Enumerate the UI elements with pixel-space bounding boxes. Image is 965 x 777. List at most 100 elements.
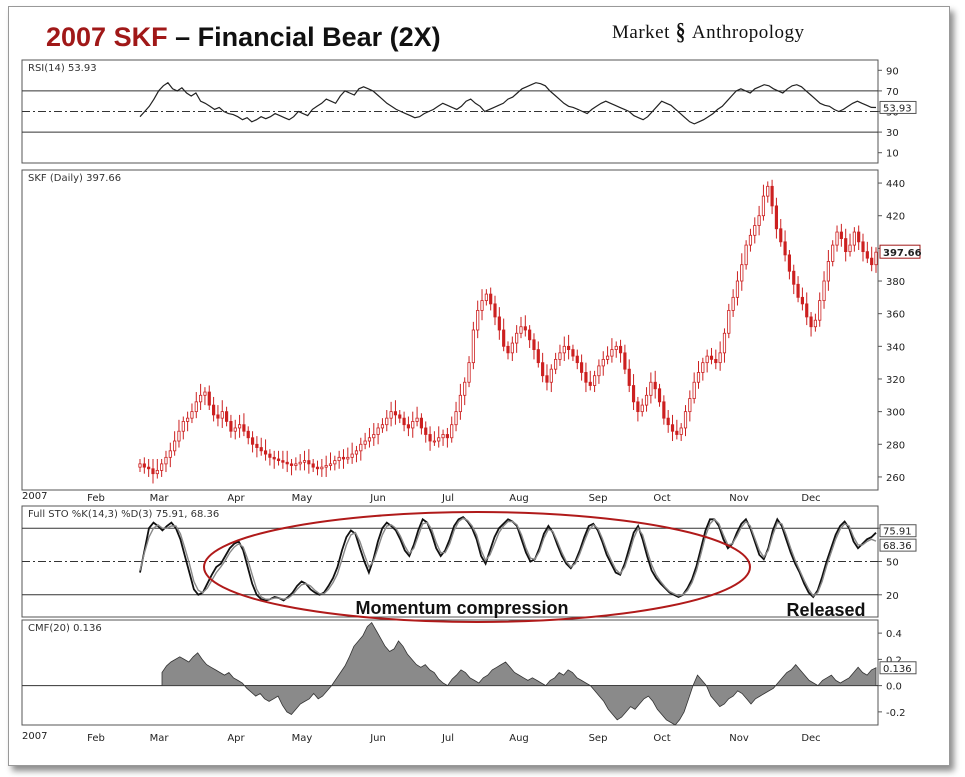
x-month-label: Jun [369, 733, 386, 744]
x-month-label: Sep [589, 733, 608, 744]
price-last-value-box [879, 244, 921, 259]
y-tick-label: 0.2 [886, 655, 902, 666]
candle-body [389, 411, 393, 419]
candle-body [787, 254, 791, 272]
candle-body [644, 394, 649, 406]
candle-body [467, 362, 471, 383]
dna-icon: § [675, 18, 686, 46]
momentum-ellipse [203, 511, 751, 623]
candle-body [593, 375, 597, 386]
x-month-label: Dec [801, 733, 820, 744]
y-tick-label: 280 [886, 440, 905, 451]
candle-body [437, 437, 441, 442]
x-start-label: 2007 [22, 731, 47, 742]
candle-body [757, 215, 761, 226]
candle-body [653, 381, 657, 390]
x-month-label: Oct [653, 493, 670, 504]
x-month-label: May [292, 493, 313, 504]
sto-line-d [139, 517, 877, 600]
candle-body [385, 417, 389, 426]
candle-body [761, 195, 766, 217]
candle-body [415, 417, 419, 422]
candle-body [302, 460, 307, 463]
candle-body [623, 352, 627, 370]
candle-body [580, 362, 584, 373]
candle-body [709, 355, 714, 360]
candle-body [268, 453, 272, 458]
candle-body [367, 437, 372, 442]
x-month-label: Feb [87, 733, 105, 744]
candle-body [541, 362, 545, 377]
candle-body [774, 205, 779, 230]
candle-body [549, 368, 553, 383]
y-tick-label: 440 [886, 179, 905, 190]
candle-body [376, 427, 380, 435]
title-rest: – Financial Bear (2X) [167, 22, 441, 52]
sto-last-value-box [879, 538, 917, 552]
candle-body [441, 434, 445, 439]
candle-body [341, 456, 346, 460]
candle-body [627, 368, 631, 386]
y-tick-label: 0.0 [886, 682, 902, 693]
y-tick-label: 90 [886, 66, 899, 77]
candle-body [523, 326, 527, 331]
x-month-label: Aug [509, 733, 529, 744]
rsi-last-value: 53.93 [883, 103, 912, 114]
candle-body [696, 372, 701, 383]
panel-3-border [21, 619, 879, 726]
candle-body [402, 417, 406, 426]
y-tick-label: 260 [886, 473, 905, 484]
x-month-label: May [292, 733, 313, 744]
sto-line-k [139, 516, 877, 602]
candle-body [411, 421, 415, 429]
candle-body [328, 463, 333, 466]
candle-body [471, 329, 475, 364]
cmf-last-value-box [879, 661, 917, 675]
candle-body [605, 355, 610, 360]
y-tick-label: 50 [886, 558, 899, 569]
candle-body [701, 362, 705, 373]
chart-frame [8, 6, 950, 766]
candle-body [683, 411, 688, 429]
candle-body [813, 319, 817, 328]
candle-body [554, 358, 558, 370]
candle-body [272, 456, 276, 460]
candle-body [359, 443, 363, 452]
candle-body [688, 398, 692, 413]
brand-left: Market [612, 22, 670, 43]
candle-body [636, 401, 640, 413]
candle-body [194, 401, 198, 413]
candle-body [567, 345, 571, 350]
candle-body [463, 381, 467, 396]
candle-body [489, 293, 493, 305]
candle-body [528, 329, 532, 341]
y-tick-label: 420 [886, 212, 905, 223]
y-tick-label: -0.2 [886, 708, 906, 719]
candle-body [575, 355, 579, 364]
panel-title: CMF(20) 0.136 [28, 623, 102, 634]
candle-body [324, 465, 328, 468]
candle-body [476, 310, 480, 331]
candle-body [372, 434, 376, 439]
candle-body [454, 411, 458, 426]
candle-body [692, 381, 696, 399]
x-month-label: Nov [729, 493, 749, 504]
candle-body [753, 225, 757, 236]
candle-body [597, 365, 601, 377]
y-tick-label: 320 [886, 375, 905, 386]
x-month-label: Sep [589, 493, 608, 504]
candle-body [276, 458, 281, 462]
brand-logo: Market § Anthropology [612, 19, 804, 46]
candle-body [354, 450, 359, 455]
candle-body [393, 411, 398, 416]
candle-body [515, 332, 519, 344]
candle-body [545, 375, 549, 383]
candle-body [519, 326, 523, 334]
candle-body [705, 355, 709, 364]
candle-body [727, 310, 731, 334]
candle-body [147, 466, 151, 470]
annotation-released: Released [786, 600, 865, 620]
candle-body [281, 460, 285, 463]
y-tick-label: 340 [886, 342, 905, 353]
x-month-label: Nov [729, 733, 749, 744]
